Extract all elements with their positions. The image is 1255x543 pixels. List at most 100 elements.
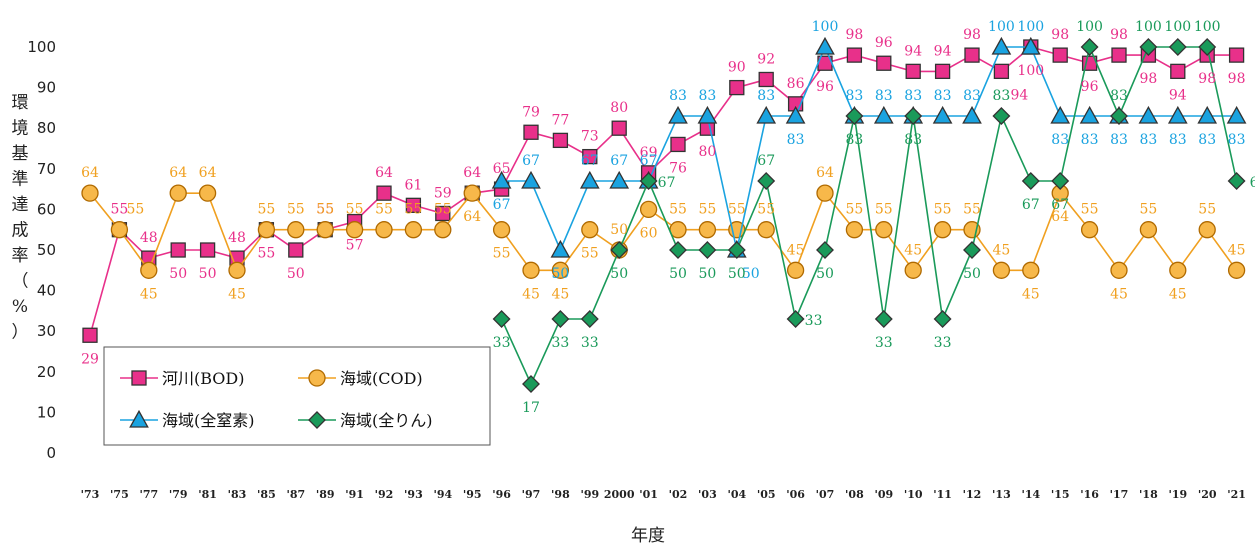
data-point xyxy=(550,239,571,258)
data-point xyxy=(639,200,658,219)
x-tick-label: '91 xyxy=(345,488,364,501)
data-point xyxy=(1020,36,1041,55)
data-point xyxy=(933,221,952,239)
x-tick-label: '02 xyxy=(669,488,688,501)
data-label: 64 xyxy=(81,165,99,181)
data-label: 65 xyxy=(493,161,511,177)
data-label: 45 xyxy=(1110,286,1128,302)
x-tick-label: '07 xyxy=(816,488,835,501)
series-3 xyxy=(491,36,1247,258)
data-point xyxy=(1022,261,1040,279)
series-line xyxy=(89,46,1237,336)
data-point xyxy=(1170,63,1186,80)
data-label: 83 xyxy=(757,88,775,104)
data-point xyxy=(1052,47,1068,63)
x-tick-label: '85 xyxy=(257,488,276,501)
data-point xyxy=(991,36,1012,55)
data-label: 83 xyxy=(1139,132,1157,148)
y-tick-label: 90 xyxy=(37,79,56,97)
data-point xyxy=(904,261,922,279)
data-label: 45 xyxy=(522,286,540,302)
data-label: 50 xyxy=(287,266,305,282)
x-tick-label: '81 xyxy=(198,488,217,501)
x-tick-label: '19 xyxy=(1168,488,1187,501)
data-point xyxy=(345,221,364,239)
data-point xyxy=(1228,47,1245,63)
data-label: 50 xyxy=(610,222,628,238)
data-label: 96 xyxy=(816,79,834,95)
data-label: 83 xyxy=(904,88,922,104)
data-label: 50 xyxy=(742,266,760,282)
data-label: 55 xyxy=(493,246,511,262)
data-point xyxy=(1197,105,1218,124)
data-point xyxy=(756,105,777,124)
data-point xyxy=(581,221,599,239)
data-label: 94 xyxy=(1169,87,1187,103)
legend-box xyxy=(103,346,491,446)
data-point xyxy=(1226,105,1247,124)
data-label: 61 xyxy=(404,177,422,193)
data-label: 55 xyxy=(110,202,128,218)
data-label: 100 xyxy=(812,19,839,35)
data-label: 45 xyxy=(1169,286,1187,302)
data-point xyxy=(1079,105,1100,124)
data-point xyxy=(815,36,835,55)
legend-label: 海域(全窒素) xyxy=(162,411,255,430)
x-tick-label: '01 xyxy=(639,488,658,501)
data-point xyxy=(1110,261,1128,279)
data-label: 100 xyxy=(1194,19,1221,35)
data-point xyxy=(434,221,452,239)
data-label: 50 xyxy=(199,266,217,282)
data-label: 48 xyxy=(140,230,158,246)
data-label: 50 xyxy=(669,266,687,282)
data-label: 77 xyxy=(551,112,569,128)
legend-marker xyxy=(131,370,147,386)
x-tick-label: '06 xyxy=(786,488,805,501)
data-point xyxy=(580,310,599,328)
data-label: 67 xyxy=(581,153,599,169)
data-label: 55 xyxy=(669,202,687,218)
y-tick-label: 80 xyxy=(37,119,56,137)
data-label: 55 xyxy=(257,246,275,262)
data-label: 33 xyxy=(805,313,823,329)
data-label: 48 xyxy=(228,230,246,246)
data-label: 98 xyxy=(963,27,981,43)
x-tick-label: '73 xyxy=(81,488,100,501)
legend-marker xyxy=(129,409,149,428)
data-label: 83 xyxy=(669,88,687,104)
data-point xyxy=(1110,107,1128,125)
x-tick-label: '09 xyxy=(874,488,893,501)
x-tick-label: '21 xyxy=(1227,488,1246,501)
data-label: 64 xyxy=(1051,209,1069,225)
data-label: 100 xyxy=(1017,63,1044,79)
data-point xyxy=(375,221,393,239)
x-axis: '73 '75 '77 '79 '81 '83 '85 '87 '89 '91 '92 '93 '94 '… xyxy=(81,488,1246,501)
data-label: 55 xyxy=(126,202,144,218)
data-label: 50 xyxy=(816,266,834,282)
data-label: 83 xyxy=(1110,132,1128,148)
legend-marker xyxy=(308,411,326,429)
data-label: 100 xyxy=(1076,19,1103,35)
data-label: 100 xyxy=(1164,19,1191,35)
data-label: 100 xyxy=(1017,19,1044,35)
x-tick-label: '77 xyxy=(139,488,158,501)
data-point xyxy=(1080,38,1099,56)
data-label: 50 xyxy=(610,266,628,282)
data-label: 98 xyxy=(845,27,863,43)
data-point xyxy=(992,261,1011,279)
series-line xyxy=(89,191,1238,272)
data-label: 50 xyxy=(169,266,187,282)
data-point xyxy=(522,375,540,393)
y-tick-label: 20 xyxy=(37,363,56,381)
x-tick-label: '99 xyxy=(580,488,599,501)
data-point xyxy=(876,55,892,71)
data-label: 55 xyxy=(757,202,775,218)
data-label: 50 xyxy=(963,266,981,282)
data-point xyxy=(1198,221,1216,239)
data-label: 67 xyxy=(658,175,676,191)
data-point xyxy=(551,261,570,279)
data-label: 98 xyxy=(1110,27,1128,43)
data-label: 92 xyxy=(757,51,775,67)
data-label: 67 xyxy=(610,153,628,169)
